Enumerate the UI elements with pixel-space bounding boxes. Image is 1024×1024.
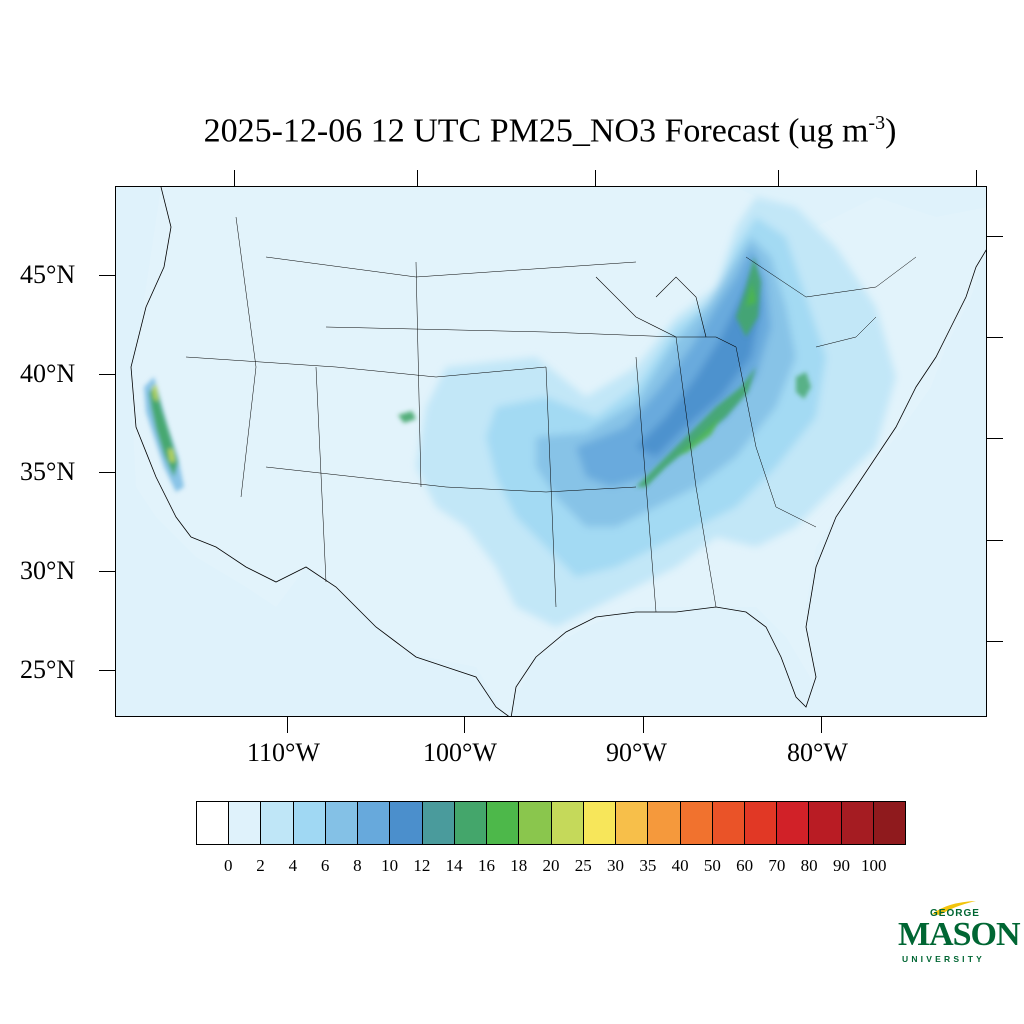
map-title: 2025-12-06 12 UTC PM25_NO3 Forecast (ug … bbox=[0, 112, 1024, 150]
title-closing: ) bbox=[885, 112, 897, 150]
colorbar-swatch bbox=[873, 802, 906, 844]
colorbar-label: 2 bbox=[256, 856, 265, 875]
logo-george: GEORGE bbox=[930, 908, 980, 919]
right-tick bbox=[987, 337, 1003, 338]
title-text: 2025-12-06 12 UTC PM25_NO3 Forecast (ug … bbox=[203, 112, 869, 150]
right-tick bbox=[987, 641, 1003, 642]
colorbar-label: 40 bbox=[671, 856, 689, 875]
bottom-tick bbox=[464, 717, 465, 733]
colorbar-swatch bbox=[487, 802, 520, 844]
bottom-tick bbox=[287, 717, 288, 733]
colorbar-swatch bbox=[616, 802, 649, 844]
colorbar-label: 0 bbox=[224, 856, 233, 875]
colorbar-label: 20 bbox=[542, 856, 560, 875]
logo-mason: MASON bbox=[898, 916, 1021, 953]
colorbar-swatch bbox=[680, 802, 713, 844]
right-tick bbox=[987, 540, 1003, 541]
colorbar-swatch bbox=[551, 802, 584, 844]
colorbar bbox=[196, 801, 906, 845]
colorbar-swatch bbox=[197, 802, 230, 844]
lat-label: 35°N bbox=[20, 457, 76, 486]
lat-label: 40°N bbox=[20, 359, 76, 388]
left-tick bbox=[99, 275, 115, 276]
colorbar-label: 14 bbox=[445, 856, 463, 875]
top-tick bbox=[234, 170, 235, 186]
colorbar-label: 35 bbox=[639, 856, 657, 875]
map-panel bbox=[115, 186, 987, 717]
colorbar-swatch bbox=[422, 802, 455, 844]
top-tick bbox=[976, 170, 977, 186]
colorbar-label: 8 bbox=[353, 856, 362, 875]
colorbar-label: 6 bbox=[320, 856, 330, 875]
left-tick bbox=[99, 670, 115, 671]
colorbar-label: 4 bbox=[288, 856, 298, 875]
gmu-logo: GEORGE MASON UNIVERSITY bbox=[898, 900, 1021, 970]
lon-label: 80°W bbox=[787, 738, 848, 767]
colorbar-swatch bbox=[390, 802, 423, 844]
right-tick bbox=[987, 236, 1003, 237]
top-tick bbox=[778, 170, 779, 186]
colorbar-label: 30 bbox=[607, 856, 625, 875]
colorbar-swatch bbox=[583, 802, 617, 844]
colorbar-swatch bbox=[261, 802, 294, 844]
left-tick bbox=[99, 571, 115, 572]
concentration-hotspots bbox=[144, 257, 811, 492]
title-superscript: -3 bbox=[868, 112, 886, 134]
colorbar-label: 80 bbox=[800, 856, 818, 875]
concentration-field bbox=[416, 197, 896, 627]
right-tick bbox=[987, 438, 1003, 439]
colorbar-label: 18 bbox=[510, 856, 528, 875]
colorbar-label: 12 bbox=[413, 856, 431, 875]
swoosh-icon bbox=[932, 901, 976, 915]
map-canvas bbox=[130, 187, 986, 716]
colorbar-swatch bbox=[454, 802, 488, 844]
colorbar-label: 10 bbox=[381, 856, 399, 875]
lat-label: 30°N bbox=[20, 556, 76, 585]
colorbar-swatch bbox=[712, 802, 745, 844]
colorbar-label: 16 bbox=[477, 856, 495, 875]
colorbar-label: 100 bbox=[860, 856, 887, 875]
colorbar-swatch bbox=[519, 802, 552, 844]
lon-label: 90°W bbox=[606, 738, 667, 767]
colorbar-swatch bbox=[777, 802, 810, 844]
colorbar-swatch bbox=[358, 802, 391, 844]
lat-label: 25°N bbox=[20, 655, 76, 684]
lon-label: 100°W bbox=[423, 738, 497, 767]
colorbar-label: 70 bbox=[768, 856, 786, 875]
bottom-tick bbox=[643, 717, 644, 733]
lon-label: 110°W bbox=[247, 738, 320, 767]
colorbar-label: 25 bbox=[574, 856, 592, 875]
colorbar-label: 60 bbox=[736, 856, 754, 875]
left-tick bbox=[99, 472, 115, 473]
top-tick bbox=[417, 170, 418, 186]
colorbar-swatch bbox=[293, 802, 326, 844]
logo-university: UNIVERSITY bbox=[902, 954, 986, 964]
colorbar-swatch bbox=[325, 802, 359, 844]
colorbar-swatch bbox=[648, 802, 681, 844]
colorbar-swatch bbox=[809, 802, 842, 844]
top-tick bbox=[595, 170, 596, 186]
colorbar-label: 50 bbox=[703, 856, 721, 875]
colorbar-swatch bbox=[229, 802, 262, 844]
lat-label: 45°N bbox=[20, 260, 76, 289]
left-tick bbox=[99, 374, 115, 375]
boundaries bbox=[130, 187, 986, 716]
colorbar-label: 90 bbox=[832, 856, 850, 875]
colorbar-swatch bbox=[841, 802, 874, 844]
colorbar-swatch bbox=[744, 802, 778, 844]
bottom-tick bbox=[821, 717, 822, 733]
